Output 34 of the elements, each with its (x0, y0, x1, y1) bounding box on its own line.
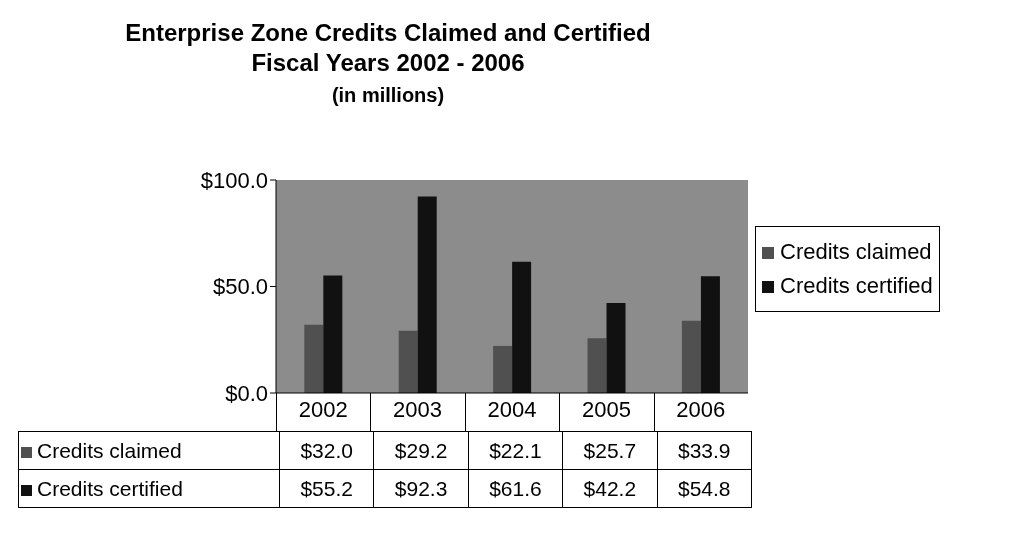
bar (700, 276, 720, 393)
data-label: $32.0 (279, 431, 374, 470)
bar (323, 275, 343, 393)
x-tick-label: 2002 (298, 396, 348, 422)
x-tick-label: 2003 (393, 396, 443, 422)
chart-title: Enterprise Zone Credits Claimed and Certified Fiscal Years 2002 - 2006 (124, 18, 652, 78)
bar (398, 330, 418, 393)
data-label: $33.9 (657, 431, 752, 470)
x-tick-label: 2005 (581, 396, 631, 422)
chart-subtitle: (in millions) (330, 84, 446, 107)
x-tick-label: 2006 (676, 396, 726, 422)
bar (681, 320, 701, 393)
bar (512, 261, 532, 393)
data-label: $61.6 (468, 469, 563, 508)
data-label: $55.2 (279, 469, 374, 508)
legend-label: Credits claimed (779, 238, 933, 266)
legend-label: Credits certified (779, 272, 933, 300)
bar (587, 338, 607, 393)
x-tick-label: 2004 (487, 396, 537, 422)
y-tick-label: $0.0 (225, 380, 268, 406)
bar (417, 196, 437, 393)
bar (493, 345, 513, 393)
data-label: $92.3 (373, 469, 469, 508)
bar (606, 303, 626, 393)
text: Credits certified (37, 476, 183, 500)
data-label: $22.1 (468, 431, 563, 470)
data-label: $25.7 (562, 431, 658, 470)
text: Credits claimed (37, 438, 182, 462)
y-tick-label: $100.0 (200, 167, 268, 193)
data-label: $29.2 (373, 431, 469, 470)
data-label: $54.8 (657, 469, 752, 508)
y-tick-label: $50.0 (212, 274, 268, 300)
data-label: $42.2 (562, 469, 658, 508)
bar (304, 324, 324, 393)
